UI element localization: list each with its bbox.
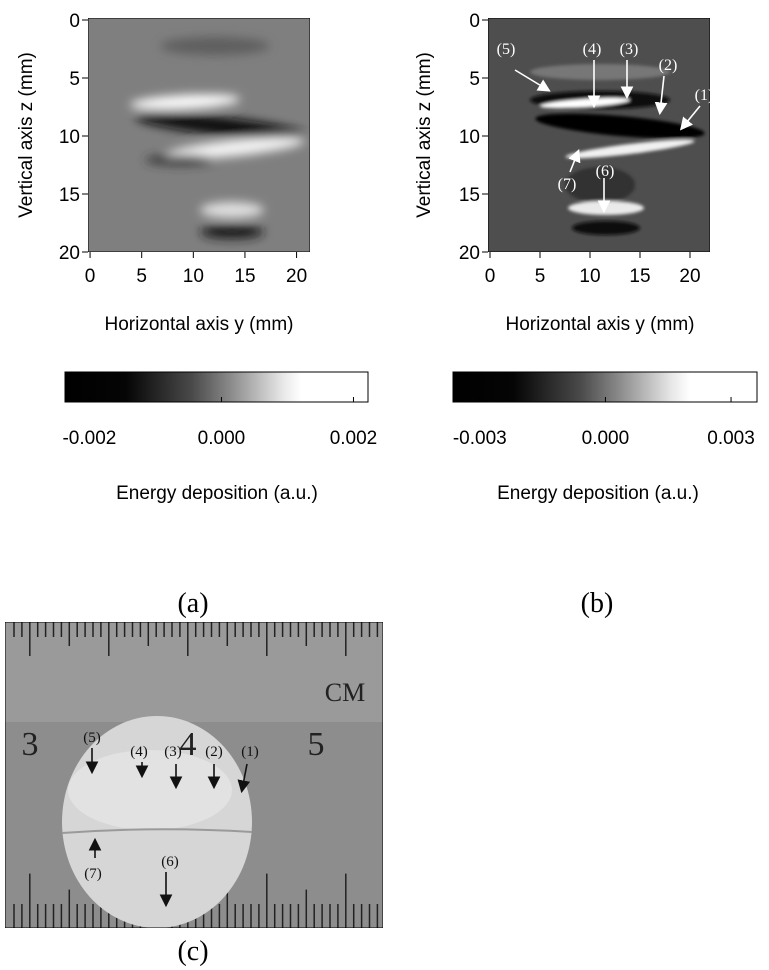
energy-map-a [88,18,310,252]
colorbar-tick-label: -0.003 [453,428,507,449]
arrow [514,69,551,92]
colorbar-label: Energy deposition (a.u.) [116,483,318,504]
annotation: (3) [620,41,639,58]
x-tick-label: 10 [579,266,600,287]
annotations-b [514,60,701,214]
x-tick-label: 15 [629,266,650,287]
annotation: (4) [583,41,602,58]
x-tick-label: 5 [136,266,147,287]
annotation: (1) [695,87,714,104]
y-axis-label: Vertical axis z (mm) [414,52,435,218]
x-tick-label: 0 [485,266,496,287]
x-tick-label: 10 [183,266,204,287]
annotation: (7) [558,176,577,193]
scale-label: CM [325,678,365,707]
annotation: (1) [241,744,259,760]
arrow [654,75,668,116]
annotation: (5) [83,730,101,746]
x-tick-label: 0 [85,266,96,287]
annotation: (3) [164,744,182,760]
annotation: (4) [130,744,148,760]
colorbar-tick-label: -0.002 [62,428,116,449]
annotations-c [85,748,251,908]
x-axis-label: Horizontal axis y (mm) [506,314,695,335]
x-tick-label: 5 [535,266,546,287]
x-tick-label: 20 [679,266,700,287]
y-tick-label: 10 [59,127,80,148]
x-axis-label: Horizontal axis y (mm) [105,314,294,335]
y-tick-label: 20 [459,243,480,264]
colorbar-tick-label: 0.000 [582,428,630,449]
annotation: (7) [84,866,102,882]
x-tick-label: 20 [286,266,307,287]
colorbar-tick-label: 0.000 [198,428,246,449]
annotation: (5) [497,41,516,58]
ruler-number: 5 [308,726,325,763]
caption: (b) [581,588,614,619]
x-tick-label: 15 [234,266,255,287]
y-tick-label: 5 [69,69,80,90]
y-tick-label: 0 [69,11,80,32]
ruler-number: 3 [22,726,39,763]
y-tick-label: 15 [59,185,80,206]
annotation: (6) [161,854,179,870]
arrow [568,149,581,173]
annotation: (2) [659,57,678,74]
ruler-number: 4 [180,726,197,763]
annotation: (2) [205,744,223,760]
y-tick-label: 10 [459,127,480,148]
caption: (a) [177,588,208,619]
colorbar-tick-label: 0.002 [330,428,378,449]
y-tick-label: 20 [59,243,80,264]
arrow [679,105,701,131]
y-axis-label: Vertical axis z (mm) [16,52,37,218]
y-tick-label: 15 [459,185,480,206]
annotation: (6) [596,163,615,180]
colorbar-tick-label: 0.003 [707,428,755,449]
colorbar [64,371,369,403]
y-tick-label: 5 [469,69,480,90]
photo [5,622,383,928]
caption: (c) [177,936,208,967]
arrow [237,763,251,794]
colorbar-label: Energy deposition (a.u.) [497,483,699,504]
y-tick-label: 0 [469,11,480,32]
